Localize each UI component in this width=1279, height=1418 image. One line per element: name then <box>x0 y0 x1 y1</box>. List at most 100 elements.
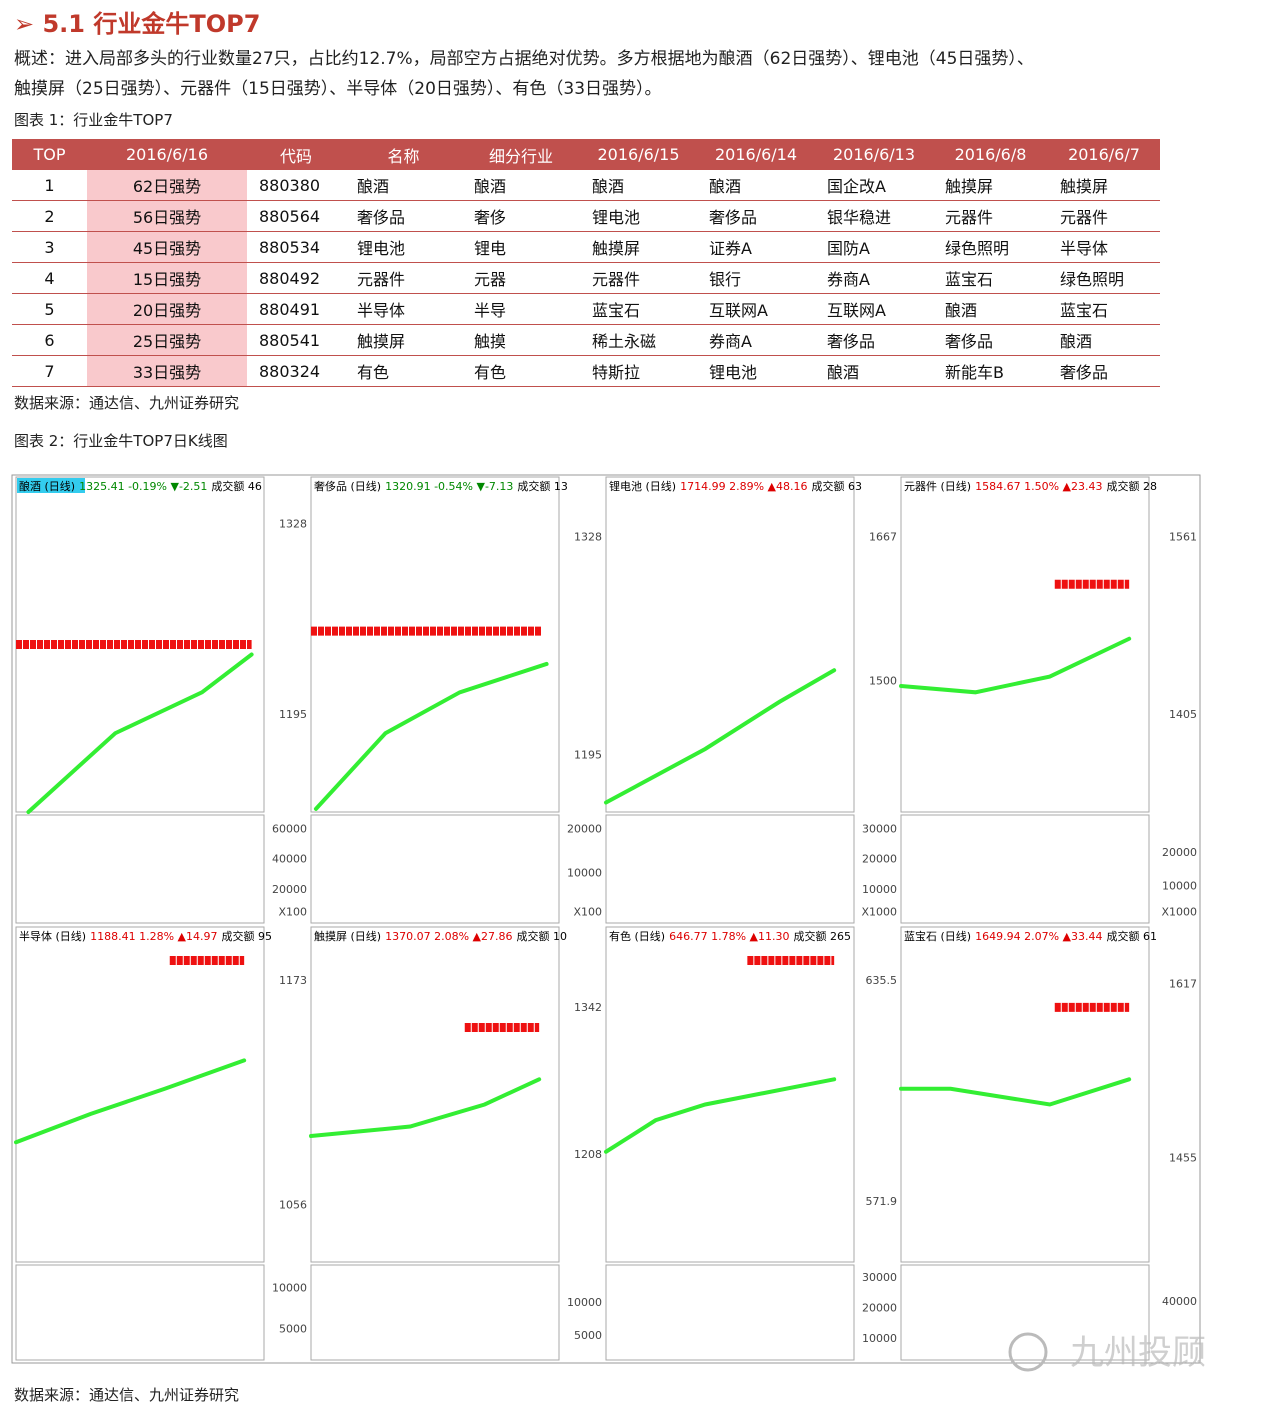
panel-header: 元器件 (日线) 1584.67 1.50% ▲23.43 成交额 28 <box>904 479 1157 493</box>
moving-average <box>26 652 254 814</box>
table-cell: 绿色照明 <box>1048 262 1160 294</box>
table-cell: 奢侈品 <box>345 200 462 232</box>
table-row: 1 62日强势 880380 酿酒 酿酒 酿酒 酿酒 国企改A 触摸屏 触摸屏 <box>12 170 1160 201</box>
header-cell: 2016/6/14 <box>697 139 815 170</box>
panel-quote: 646.77 1.78% ▲11.30 <box>669 930 789 943</box>
table-cell: 奢侈 <box>462 200 580 232</box>
header-cell: TOP <box>12 139 87 170</box>
table-cell: 880534 <box>247 231 345 263</box>
price-pane <box>900 926 1150 1263</box>
moving-average <box>604 1077 837 1154</box>
axis-label: 1328 <box>574 531 602 544</box>
table-cell: 酿酒 <box>815 355 933 387</box>
table-cell: 880541 <box>247 324 345 356</box>
table-cell: 880324 <box>247 355 345 387</box>
axis-label: 1455 <box>1169 1152 1197 1165</box>
table-cell: 880564 <box>247 200 345 232</box>
section-title: ➢ 5.1 行业金牛TOP7 <box>14 10 261 38</box>
price-pane <box>15 926 265 1263</box>
panel-volume: 成交额 63 <box>811 479 862 493</box>
axis-label: 1195 <box>279 708 307 721</box>
table-cell: 触摸屏 <box>1048 170 1160 201</box>
axis-label: 5000 <box>279 1322 307 1335</box>
table-cell: 20日强势 <box>87 293 247 325</box>
summary-line: 触摸屏（25日强势）、元器件（15日强势）、半导体（20日强势）、有色（33日强… <box>14 79 662 99</box>
frame <box>11 474 1201 1364</box>
panel-volume: 成交额 61 <box>1106 929 1157 943</box>
moving-average <box>14 1058 247 1145</box>
table-cell: 触摸屏 <box>580 231 697 263</box>
table-row: 5 20日强势 880491 半导体 半导 蓝宝石 互联网A 互联网A 酿酒 蓝宝石 <box>12 293 1160 325</box>
moving-average <box>313 661 549 811</box>
panel-volume: 成交额 13 <box>517 479 568 493</box>
table-cell: 元器件 <box>345 262 462 294</box>
axis-label: 10000 <box>862 883 897 896</box>
header-cell: 2016/6/13 <box>815 139 933 170</box>
axis-label: 1500 <box>869 675 897 688</box>
table-cell: 62日强势 <box>87 170 247 201</box>
panel-quote: 1320.91 -0.54% ▼-7.13 <box>385 480 513 493</box>
volume-pane <box>310 814 560 924</box>
axis-label: 10000 <box>272 1282 307 1295</box>
moving-average <box>899 636 1132 695</box>
axis-label: 10000 <box>862 1332 897 1345</box>
panel-header: 锂电池 (日线) 1714.99 2.89% ▲48.16 成交额 63 <box>609 479 862 493</box>
table-cell: 奢侈品 <box>815 324 933 356</box>
table-cell: 奢侈品 <box>933 324 1048 356</box>
caption: 图表 1：行业金牛TOP7 <box>14 111 173 129</box>
table-cell: 证券A <box>697 231 815 263</box>
table-cell: 7 <box>12 355 87 387</box>
table-cell: 酿酒 <box>345 170 462 201</box>
axis-label: 20000 <box>1162 846 1197 859</box>
axis-label: X100 <box>278 905 307 918</box>
summary-line: 概述：进入局部多头的行业数量27只，占比约12.7%，局部空方占据绝对优势。多方… <box>14 49 1034 69</box>
panel-quote: 1714.99 2.89% ▲48.16 <box>680 480 807 493</box>
header-cell: 2016/6/16 <box>87 139 247 170</box>
title-text: 5.1 行业金牛TOP7 <box>42 10 261 38</box>
moving-average <box>899 1077 1132 1107</box>
table-cell: 33日强势 <box>87 355 247 387</box>
panel-volume: 成交额 46 <box>211 479 262 493</box>
table-cell: 元器 <box>462 262 580 294</box>
table-cell: 酿酒 <box>462 170 580 201</box>
table-cell: 元器件 <box>580 262 697 294</box>
axis-label: 20000 <box>272 883 307 896</box>
panel-header: 有色 (日线) 646.77 1.78% ▲11.30 成交额 265 <box>609 929 851 943</box>
table-cell: 券商A <box>815 262 933 294</box>
table-cell: 蓝宝石 <box>1048 293 1160 325</box>
price-pane <box>605 476 855 813</box>
table-cell: 酿酒 <box>1048 324 1160 356</box>
axis-label: X1000 <box>861 905 897 918</box>
header-cell: 细分行业 <box>462 139 580 170</box>
header-cell: 2016/6/7 <box>1048 139 1160 170</box>
watermark-icon <box>1008 1332 1048 1372</box>
table-cell: 4 <box>12 262 87 294</box>
panel-name: 半导体 (日线) <box>19 929 86 943</box>
table-cell: 新能车B <box>933 355 1048 387</box>
panel-name: 锂电池 (日线) <box>609 479 676 493</box>
axis-label: X1000 <box>1161 905 1197 918</box>
panel-name: 蓝宝石 (日线) <box>904 929 971 943</box>
volume-pane <box>15 1264 265 1361</box>
table-cell: 奢侈品 <box>1048 355 1160 387</box>
axis-label: 30000 <box>862 1271 897 1284</box>
table-cell: 25日强势 <box>87 324 247 356</box>
table-cell: 半导 <box>462 293 580 325</box>
volume-pane <box>900 1264 1150 1361</box>
table-row: 6 25日强势 880541 触摸屏 触摸 稀土永磁 券商A 奢侈品 奢侈品 酿酒 <box>12 324 1160 356</box>
axis-label: 30000 <box>862 822 897 835</box>
axis-label: 40000 <box>272 853 307 866</box>
table-cell: 蓝宝石 <box>580 293 697 325</box>
table-cell: 银华稳进 <box>815 200 933 232</box>
panel-name: 触摸屏 (日线) <box>314 929 381 943</box>
header-row: TOP 2016/6/16 代码 名称 细分行业 2016/6/15 2016/6/14 20… <box>12 139 1160 170</box>
panel-name: 奢侈品 (日线) <box>314 479 381 493</box>
header-cell: 名称 <box>345 139 462 170</box>
table-cell: 有色 <box>345 355 462 387</box>
panel-header: 触摸屏 (日线) 1370.07 2.08% ▲27.86 成交额 10 <box>314 929 567 943</box>
header-cell: 2016/6/8 <box>933 139 1048 170</box>
axis-label: 1208 <box>574 1148 602 1161</box>
axis-label: 10000 <box>567 1296 602 1309</box>
axis-label: 1056 <box>279 1198 307 1211</box>
table-row: 7 33日强势 880324 有色 有色 特斯拉 锂电池 酿酒 新能车B 奢侈品 <box>12 355 1160 387</box>
